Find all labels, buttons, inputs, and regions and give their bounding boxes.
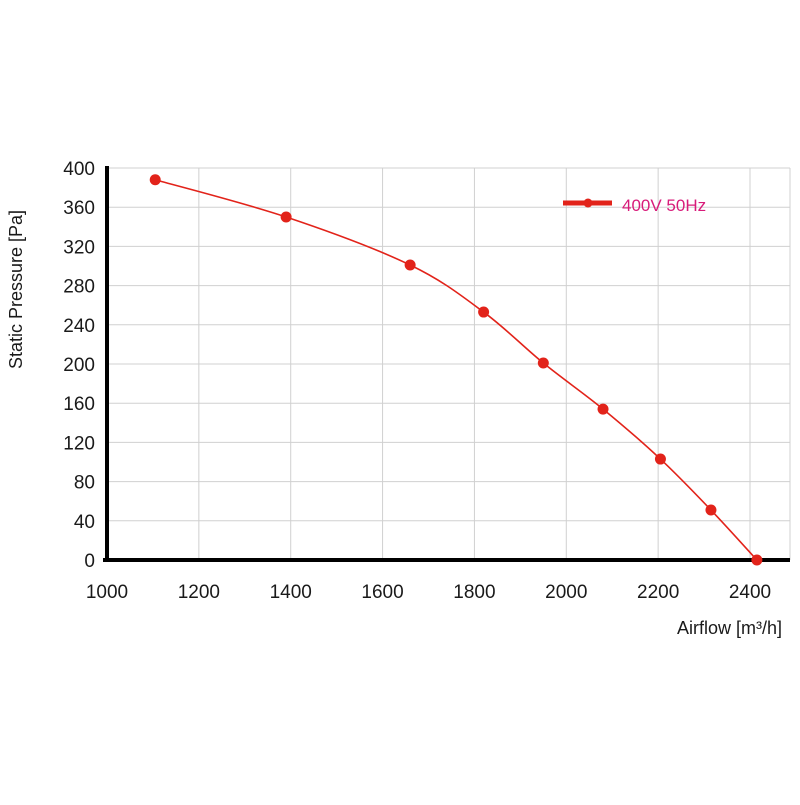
tick-labels: 0 40 80 120 160 200 240 280 320 360 400 1000 1200 140… [63, 159, 771, 603]
data-point [751, 554, 763, 566]
y-tick-label: 400 [63, 159, 95, 180]
x-tick-label: 1800 [453, 582, 495, 603]
x-tick-label: 2400 [729, 582, 771, 603]
x-axis-title: Airflow [m³/h] [677, 618, 782, 638]
y-tick-label: 200 [63, 355, 95, 376]
data-point [537, 357, 549, 369]
y-tick-label: 120 [63, 433, 95, 454]
data-point [404, 259, 416, 271]
y-axis-title: Static Pressure [Pa] [6, 210, 26, 369]
data-point [478, 306, 490, 318]
x-tick-label: 2000 [545, 582, 587, 603]
y-tick-label: 0 [84, 551, 95, 572]
y-tick-label: 240 [63, 316, 95, 337]
legend-label: 400V 50Hz [622, 196, 706, 215]
legend-marker [583, 198, 593, 208]
y-tick-label: 80 [74, 473, 95, 494]
axes [103, 166, 790, 562]
data-point [597, 403, 609, 415]
x-tick-label: 1600 [361, 582, 403, 603]
series-line [155, 178, 758, 561]
data-point [149, 174, 161, 186]
x-tick-label: 1000 [86, 582, 128, 603]
y-tick-label: 40 [74, 512, 95, 533]
series [149, 174, 763, 566]
legend: 400V 50Hz [563, 196, 706, 215]
x-tick-label: 1200 [178, 582, 220, 603]
y-tick-label: 160 [63, 394, 95, 415]
x-tick-label: 2200 [637, 582, 679, 603]
x-tick-label: 1400 [270, 582, 312, 603]
data-point [705, 504, 717, 516]
y-tick-label: 360 [63, 198, 95, 219]
grid [107, 167, 791, 560]
y-tick-label: 320 [63, 237, 95, 258]
data-point [280, 211, 292, 223]
data-point [654, 453, 666, 465]
y-tick-label: 280 [63, 277, 95, 298]
